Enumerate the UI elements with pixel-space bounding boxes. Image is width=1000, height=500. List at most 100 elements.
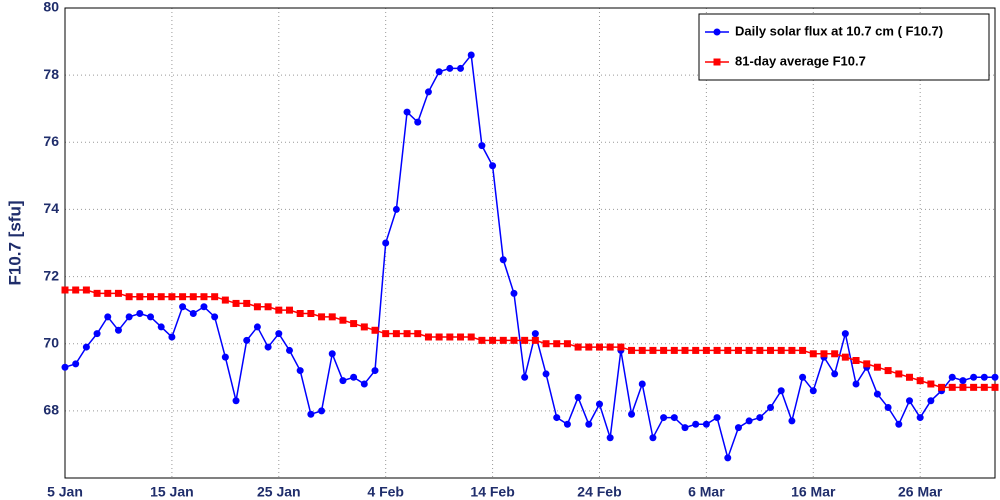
x-tick-label: 14 Feb bbox=[470, 484, 514, 500]
y-tick-label: 72 bbox=[43, 267, 59, 283]
marker bbox=[147, 313, 155, 321]
series-line bbox=[65, 289, 995, 389]
marker bbox=[318, 407, 326, 415]
marker bbox=[382, 330, 390, 338]
marker bbox=[232, 299, 240, 307]
marker bbox=[147, 293, 155, 301]
plot-area bbox=[65, 8, 995, 478]
marker bbox=[424, 88, 432, 96]
marker bbox=[82, 286, 90, 294]
marker bbox=[371, 367, 379, 375]
marker bbox=[927, 380, 935, 388]
legend-label: Daily solar flux at 10.7 cm ( F10.7) bbox=[735, 23, 943, 38]
marker bbox=[734, 424, 742, 432]
marker bbox=[660, 346, 668, 354]
marker bbox=[499, 336, 507, 344]
marker bbox=[157, 293, 165, 301]
marker bbox=[275, 306, 283, 314]
marker bbox=[692, 420, 700, 428]
marker bbox=[553, 414, 561, 422]
marker bbox=[831, 370, 839, 378]
marker bbox=[617, 343, 625, 351]
x-tick-label: 16 Mar bbox=[791, 484, 836, 500]
marker bbox=[948, 383, 956, 391]
marker bbox=[243, 299, 251, 307]
marker bbox=[253, 323, 261, 331]
x-tick-label: 15 Jan bbox=[150, 484, 194, 500]
marker bbox=[403, 108, 411, 116]
marker bbox=[521, 336, 529, 344]
marker bbox=[307, 310, 315, 317]
marker bbox=[959, 377, 967, 385]
marker bbox=[125, 313, 133, 321]
x-tick-label: 25 Jan bbox=[257, 484, 301, 500]
marker bbox=[777, 387, 785, 395]
marker bbox=[136, 293, 144, 301]
marker bbox=[681, 346, 689, 354]
legend-marker bbox=[713, 28, 721, 36]
marker bbox=[841, 330, 849, 338]
marker bbox=[467, 51, 475, 59]
marker bbox=[938, 383, 946, 391]
marker bbox=[435, 68, 443, 76]
x-tick-label: 24 Feb bbox=[577, 484, 621, 500]
x-tick-label: 6 Mar bbox=[688, 484, 725, 500]
marker bbox=[692, 346, 700, 354]
marker bbox=[211, 293, 219, 301]
marker bbox=[521, 373, 529, 381]
marker bbox=[660, 414, 668, 422]
marker bbox=[734, 346, 742, 354]
marker bbox=[788, 417, 796, 425]
marker bbox=[424, 333, 432, 341]
marker bbox=[200, 293, 208, 301]
marker bbox=[820, 350, 828, 358]
marker bbox=[403, 330, 411, 338]
marker bbox=[745, 417, 753, 425]
legend: Daily solar flux at 10.7 cm ( F10.7) 81-d… bbox=[698, 13, 990, 81]
marker bbox=[553, 340, 561, 348]
marker bbox=[307, 410, 315, 418]
marker bbox=[670, 414, 678, 422]
marker bbox=[189, 293, 197, 301]
marker bbox=[905, 397, 913, 405]
marker bbox=[585, 420, 593, 428]
marker bbox=[179, 303, 187, 311]
marker bbox=[809, 350, 817, 358]
marker bbox=[788, 346, 796, 354]
marker bbox=[799, 346, 807, 354]
marker bbox=[446, 64, 454, 72]
marker bbox=[585, 343, 593, 351]
marker bbox=[360, 323, 368, 331]
marker bbox=[980, 373, 988, 381]
marker bbox=[382, 239, 390, 247]
marker bbox=[93, 330, 101, 338]
plot-frame bbox=[64, 7, 996, 479]
marker bbox=[93, 289, 101, 297]
marker bbox=[339, 377, 347, 385]
marker bbox=[884, 367, 892, 375]
marker bbox=[767, 404, 775, 411]
marker bbox=[852, 357, 860, 364]
marker bbox=[275, 330, 283, 338]
marker bbox=[831, 350, 839, 358]
marker bbox=[114, 289, 122, 297]
marker bbox=[339, 316, 347, 324]
marker bbox=[531, 336, 539, 344]
marker bbox=[211, 313, 219, 321]
marker bbox=[61, 286, 69, 294]
marker bbox=[895, 370, 903, 378]
marker bbox=[221, 296, 229, 304]
marker bbox=[852, 380, 860, 388]
marker bbox=[628, 346, 636, 354]
marker bbox=[285, 346, 293, 354]
marker bbox=[82, 343, 90, 351]
y-axis-title: F10.7 [sfu] bbox=[5, 200, 24, 285]
marker bbox=[916, 414, 924, 422]
marker bbox=[756, 414, 764, 422]
marker bbox=[168, 293, 176, 301]
series-line bbox=[64, 53, 995, 461]
x-tick-label: 26 Mar bbox=[898, 484, 943, 500]
marker bbox=[681, 424, 689, 432]
marker bbox=[884, 404, 892, 411]
